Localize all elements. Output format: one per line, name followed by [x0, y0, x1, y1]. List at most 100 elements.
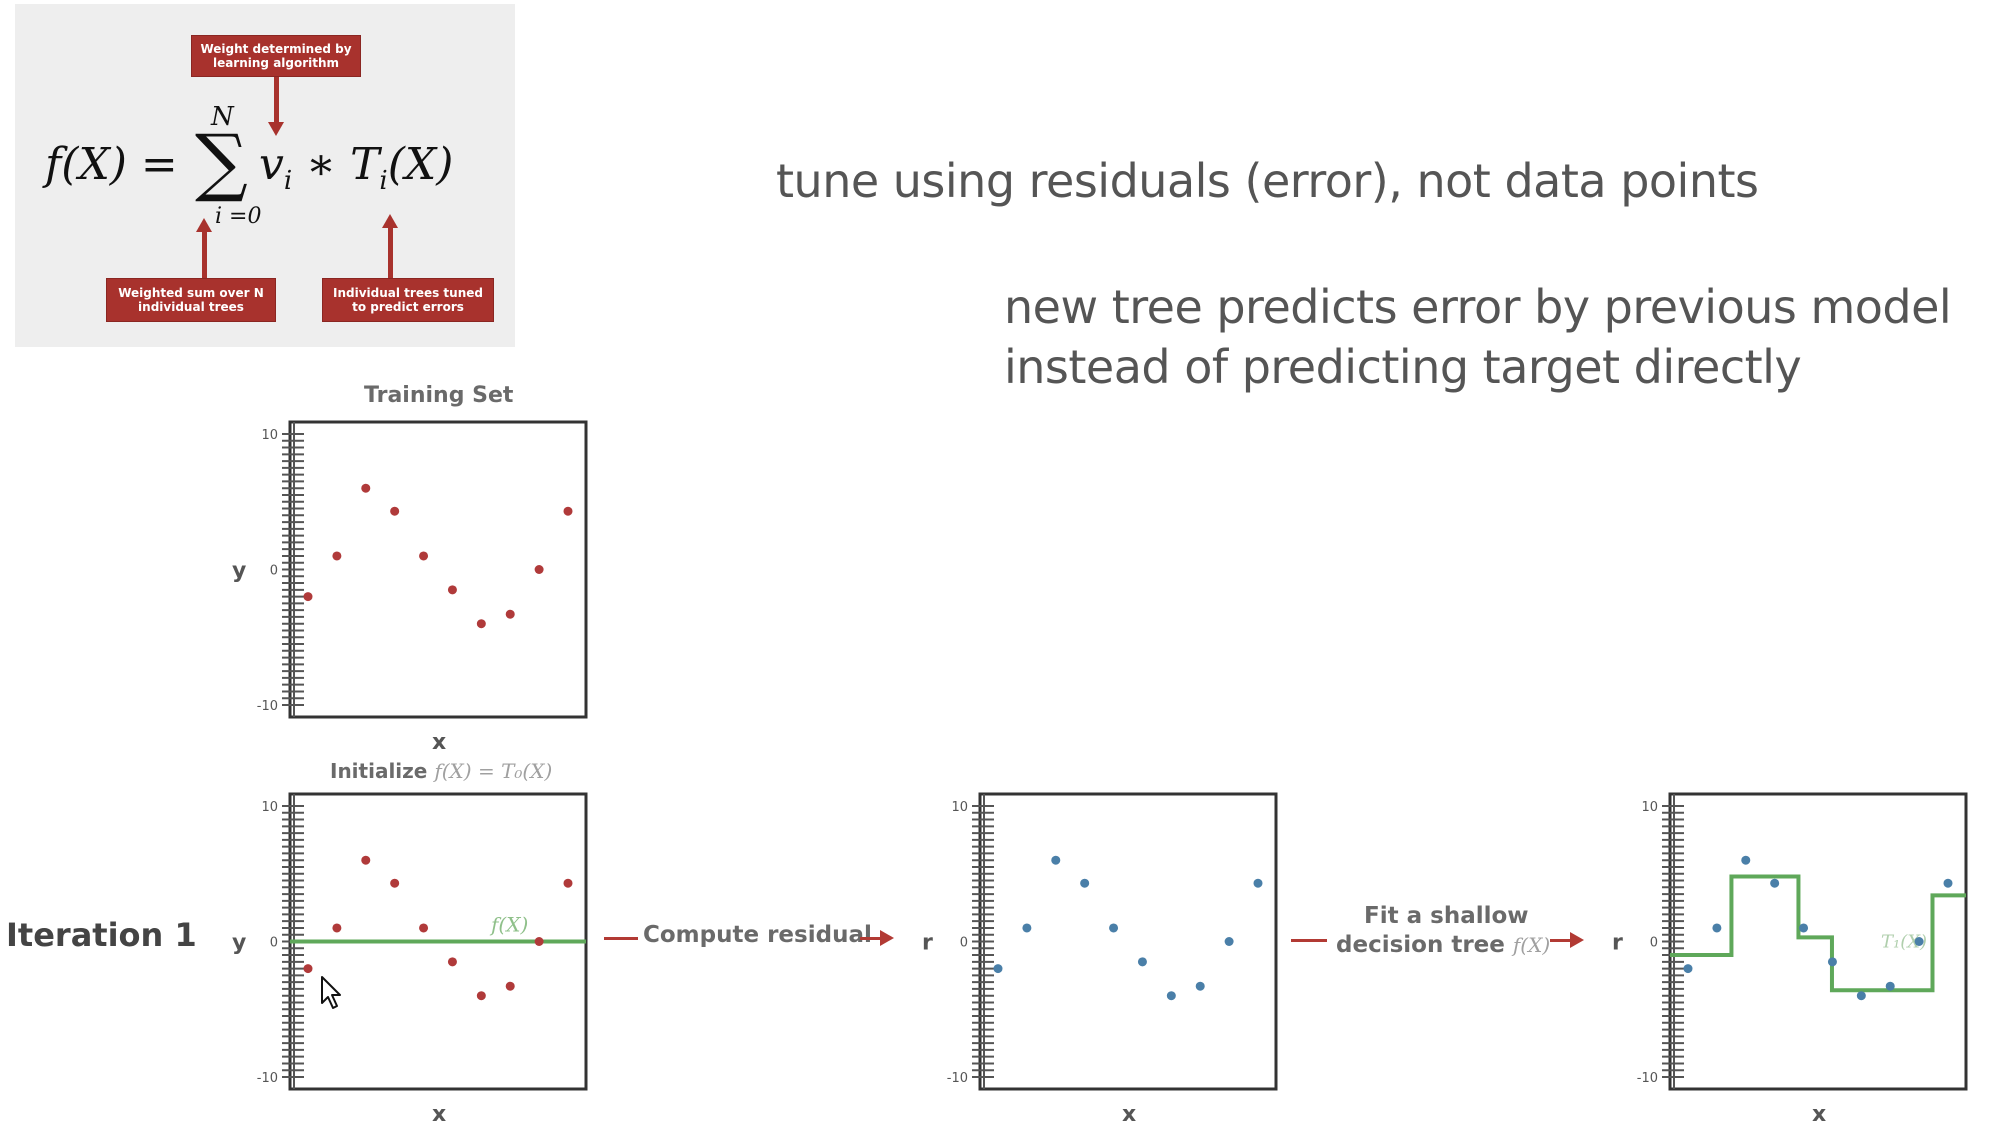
term-tree-sub: i	[379, 165, 388, 196]
y-tick-label: 0	[1650, 936, 1658, 951]
y-axis-label: r	[1612, 931, 1623, 956]
fit-tree-label-text: decision tree	[1336, 932, 1505, 958]
residual-plot: 10 0 -10 r x	[922, 792, 1278, 1127]
data-point	[1224, 937, 1234, 946]
data-point	[332, 551, 342, 561]
sum-arrow	[202, 232, 207, 282]
weight-arrow	[274, 77, 279, 127]
data-point	[1827, 957, 1837, 967]
data-point	[1022, 923, 1032, 933]
data-point	[303, 964, 313, 974]
data-point	[1712, 923, 1722, 933]
data-point	[1109, 923, 1119, 933]
prediction-line-label: f(X)	[489, 913, 528, 937]
data-point	[534, 937, 544, 946]
data-point	[1051, 855, 1061, 865]
term-tree-arg: (X)	[387, 139, 454, 190]
weighted-sum-label-box: Weighted sum over N individual trees	[106, 278, 276, 322]
data-point	[447, 585, 457, 595]
data-point	[390, 878, 400, 888]
y-tick-label: -10	[257, 699, 278, 714]
data-point	[332, 923, 342, 933]
data-point	[505, 609, 515, 619]
y-axis-label: r	[922, 931, 933, 956]
y-tick-label: -10	[947, 1071, 968, 1086]
sum-upper: N	[211, 102, 234, 132]
headline-residuals: tune using residuals (error), not data p…	[776, 154, 1759, 208]
formula-card: Weight determined by learning algorithm …	[15, 4, 515, 347]
formula-lhs: f(X) =	[45, 139, 178, 190]
data-point	[419, 923, 429, 933]
headline-new-tree-line2: instead of predicting target directly	[1004, 340, 1802, 394]
data-point	[1799, 923, 1809, 933]
data-point	[505, 981, 515, 991]
weight-arrow-head	[268, 122, 284, 136]
fit-tree-arrowhead	[1570, 932, 1584, 948]
fit-tree-arrow-left	[1291, 939, 1327, 942]
compute-residual-label: Compute residual	[643, 922, 872, 948]
data-point	[1253, 878, 1263, 888]
data-point	[1856, 991, 1866, 1001]
iteration-label: Iteration 1	[6, 916, 197, 954]
tree-fit-plot: 10 0 -10 r x T₁(X)	[1612, 792, 1968, 1127]
formula-term: vi ∗ Ti(X)	[259, 139, 453, 196]
data-point	[361, 483, 371, 493]
fit-tree-label-line1: Fit a shallow	[1364, 903, 1529, 929]
tree-step-line	[1670, 874, 1966, 993]
data-point	[476, 619, 486, 629]
term-v: v	[259, 139, 284, 190]
data-point	[1885, 981, 1895, 991]
y-tick-label: 10	[261, 800, 278, 815]
data-point	[1770, 878, 1780, 888]
training-set-title: Training Set	[364, 383, 514, 408]
y-axis-label: y	[232, 931, 246, 956]
data-point	[563, 506, 573, 516]
y-tick-label: -10	[1637, 1071, 1658, 1086]
fit-tree-label-fx: f(X)	[1512, 933, 1551, 957]
data-point	[447, 957, 457, 967]
tree-step-label: T₁(X)	[1881, 932, 1927, 953]
data-point	[390, 506, 400, 516]
fit-tree-arrow-right	[1550, 939, 1572, 942]
data-point	[303, 592, 313, 602]
data-point	[1741, 855, 1751, 865]
y-axis-label: y	[232, 559, 246, 584]
term-v-sub: i	[283, 165, 293, 196]
data-point	[563, 878, 573, 888]
initialize-math: f(X) = T₀(X)	[434, 759, 553, 783]
data-point	[1137, 957, 1147, 967]
training-set-plot: 10 0 -10 y x	[232, 420, 588, 755]
y-tick-label: 0	[270, 564, 278, 579]
data-point	[1943, 878, 1953, 888]
data-point	[534, 565, 544, 574]
data-point	[993, 964, 1003, 974]
y-tick-label: 0	[270, 936, 278, 951]
sum-symbol: ∑	[195, 119, 248, 205]
headline-new-tree-line1: new tree predicts error by previous mode…	[1004, 280, 1952, 334]
data-point	[1914, 937, 1924, 946]
trees-tuned-label-box: Individual trees tuned to predict errors	[322, 278, 494, 322]
y-tick-label: 10	[261, 428, 278, 443]
data-point	[1195, 981, 1205, 991]
initialize-plot: 10 0 -10 y x f(X)	[232, 792, 588, 1127]
tree-arrow	[388, 228, 393, 282]
x-axis-label: x	[1122, 1102, 1136, 1127]
data-point	[419, 551, 429, 561]
x-axis-label: x	[1812, 1102, 1826, 1127]
y-tick-label: -10	[257, 1071, 278, 1086]
data-point	[1080, 878, 1090, 888]
tree-arrow-head	[382, 214, 398, 228]
initialize-word: Initialize	[330, 759, 428, 783]
data-point	[361, 855, 371, 865]
fit-tree-label-line2: decision tree f(X)	[1336, 932, 1550, 958]
initialize-title: Initialize f(X) = T₀(X)	[330, 759, 552, 783]
data-point	[1683, 964, 1693, 974]
data-point	[1166, 991, 1176, 1001]
compute-residual-arrow-right	[860, 937, 882, 940]
y-tick-label: 0	[960, 936, 968, 951]
compute-residual-arrow-left	[604, 937, 638, 940]
data-point	[476, 991, 486, 1001]
term-tree: ∗ T	[292, 139, 380, 190]
sum-arrow-head	[196, 218, 212, 232]
y-tick-label: 10	[1641, 800, 1658, 815]
